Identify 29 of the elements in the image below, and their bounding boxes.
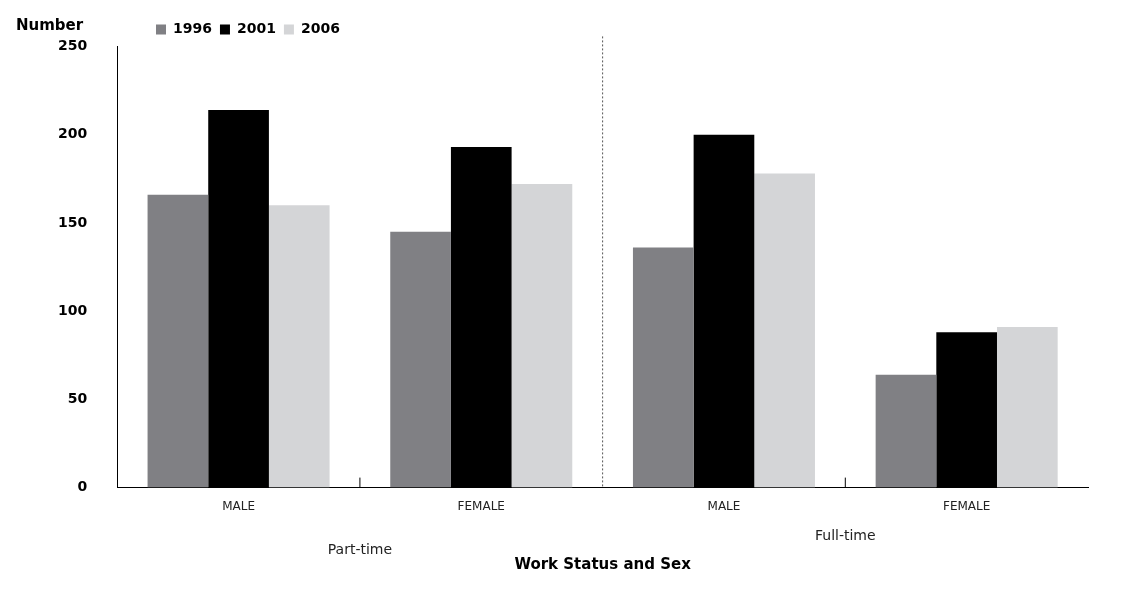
- bar: [936, 332, 997, 488]
- x-tick-label: FEMALE: [942, 498, 991, 513]
- y-tick-label: 200: [57, 125, 88, 142]
- bar: [147, 194, 209, 488]
- text: Full-time: [814, 527, 876, 544]
- text: Part-time: [327, 541, 393, 558]
- x-axis-title: Work Status and Sex: [514, 554, 692, 573]
- bar: [996, 327, 1058, 488]
- bar: [268, 205, 330, 488]
- y-tick-label: 50: [67, 390, 88, 406]
- bar: [208, 109, 269, 488]
- bar: [754, 173, 815, 488]
- y-tick-label: 100: [57, 301, 88, 318]
- y-tick-label: 150: [57, 213, 88, 230]
- bar: [390, 231, 451, 488]
- legend-label: 1996: [173, 20, 212, 37]
- x-tick-label: MALE: [222, 498, 255, 513]
- bar: [875, 374, 937, 488]
- x-tick-label: MALE: [707, 498, 741, 513]
- bar: [511, 184, 573, 488]
- bar: [450, 146, 512, 488]
- bar: [693, 134, 755, 488]
- y-tick-label: 250: [57, 37, 88, 54]
- bar: [632, 247, 694, 488]
- legend-label: 2006: [300, 20, 340, 37]
- legend-label: 2001: [236, 20, 276, 37]
- y-axis-title: Number: [16, 16, 84, 34]
- x-tick-label: FEMALE: [457, 498, 505, 513]
- y-tick-label: 0: [77, 478, 88, 495]
